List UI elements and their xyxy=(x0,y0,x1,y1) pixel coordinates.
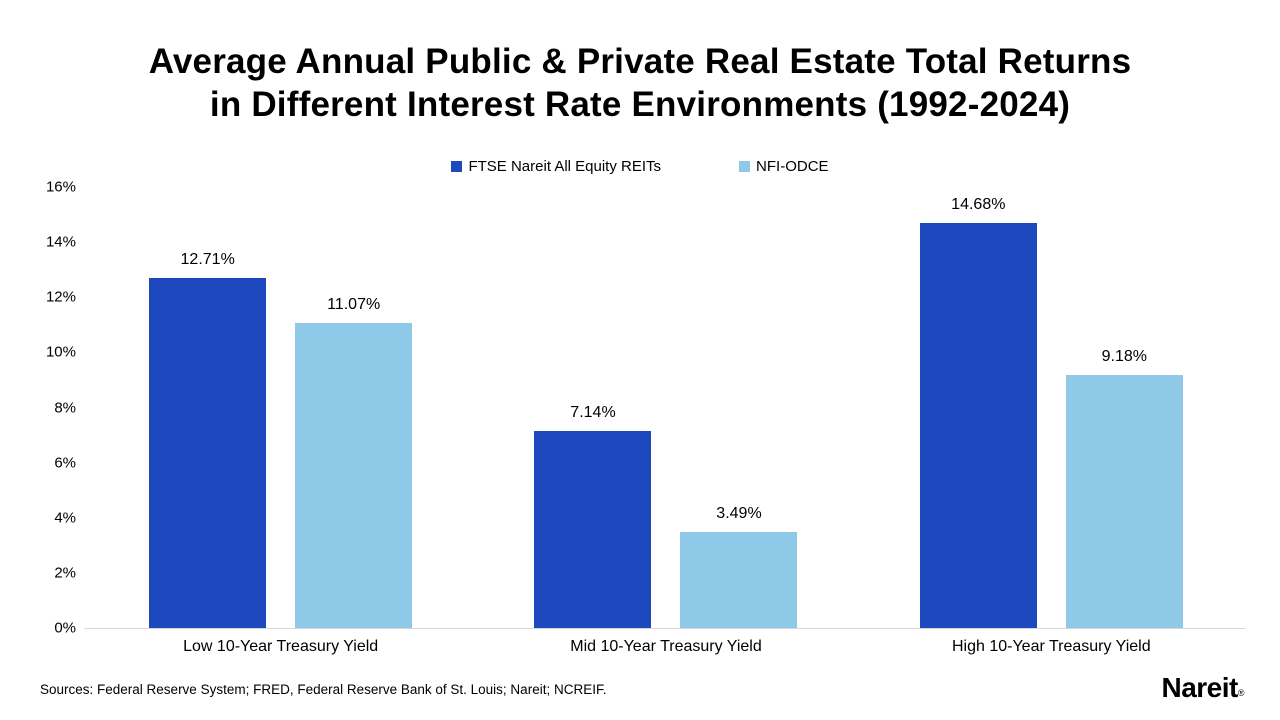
legend-swatch-icon xyxy=(739,161,751,172)
bar-nfi-odce-1 xyxy=(680,531,798,628)
legend-item-nfi-odce: NFI-ODCE xyxy=(739,158,829,175)
bar-wrap: 14.68% xyxy=(919,196,1037,628)
y-tick-label: 0% xyxy=(54,619,76,637)
legend-item-ftse-nareit: FTSE Nareit All Equity REITs xyxy=(451,158,661,175)
bar-wrap: 3.49% xyxy=(680,505,798,628)
bar-wrap: 7.14% xyxy=(534,404,652,628)
y-tick-label: 8% xyxy=(54,399,76,416)
chart-title-line2: in Different Interest Rate Environments … xyxy=(209,85,1071,124)
bar-wrap: 12.71% xyxy=(149,251,267,628)
x-axis-labels: Low 10-Year Treasury Yield Mid 10-Year Tr… xyxy=(88,638,1244,656)
y-tick-label: 16% xyxy=(45,178,76,196)
category-label: Mid 10-Year Treasury Yield xyxy=(570,638,762,655)
bar-ftse-nareit-2 xyxy=(919,223,1037,628)
chart-title: Average Annual Public & Private Real Est… xyxy=(0,40,1280,126)
bar-group: 14.68% 9.18% xyxy=(859,187,1244,628)
bar-group: 7.14% 3.49% xyxy=(473,187,858,628)
legend-label: FTSE Nareit All Equity REITs xyxy=(468,158,662,175)
bar-value-label: 9.18% xyxy=(1101,347,1147,365)
bar-nfi-odce-2 xyxy=(1065,374,1183,628)
nareit-logo-text: Nareit xyxy=(1161,672,1238,703)
y-tick-label: 2% xyxy=(54,564,76,582)
legend-label: NFI-ODCE xyxy=(756,158,829,175)
nareit-logo: Nareit® xyxy=(1161,672,1244,704)
y-axis: 0% 2% 4% 6% 8% 10% 12% 14% 16% xyxy=(0,179,76,637)
registered-trademark-icon: ® xyxy=(1237,688,1245,698)
bar-value-label: 7.14% xyxy=(570,404,616,422)
chart-legend: FTSE Nareit All Equity REITs NFI-ODCE xyxy=(0,158,1280,175)
bar-nfi-odce-0 xyxy=(295,322,413,628)
y-tick-label: 6% xyxy=(54,454,76,472)
y-tick-label: 10% xyxy=(45,343,76,361)
bar-group: 12.71% 11.07% xyxy=(88,187,473,628)
bar-ftse-nareit-0 xyxy=(149,277,267,628)
bar-wrap: 9.18% xyxy=(1065,348,1183,628)
chart-title-line1: Average Annual Public & Private Real Est… xyxy=(148,42,1132,81)
plot-area: 12.71% 11.07% 7.14% 3.49% 14.68% 9.18% xyxy=(84,187,1246,629)
x-axis-line xyxy=(84,628,1246,629)
sources-note: Sources: Federal Reserve System; FRED, F… xyxy=(40,682,607,697)
y-tick-label: 14% xyxy=(45,233,76,251)
category-label: Low 10-Year Treasury Yield xyxy=(183,638,379,655)
bar-wrap: 11.07% xyxy=(295,296,413,628)
bar-value-label: 12.71% xyxy=(180,250,235,268)
bar-value-label: 14.68% xyxy=(951,196,1006,214)
y-tick-label: 4% xyxy=(54,509,76,527)
category-label: High 10-Year Treasury Yield xyxy=(952,638,1151,655)
legend-swatch-icon xyxy=(451,161,463,172)
y-tick-label: 12% xyxy=(45,288,76,306)
bar-value-label: 11.07% xyxy=(327,295,381,313)
bar-value-label: 3.49% xyxy=(716,504,762,522)
bar-ftse-nareit-1 xyxy=(534,431,652,628)
